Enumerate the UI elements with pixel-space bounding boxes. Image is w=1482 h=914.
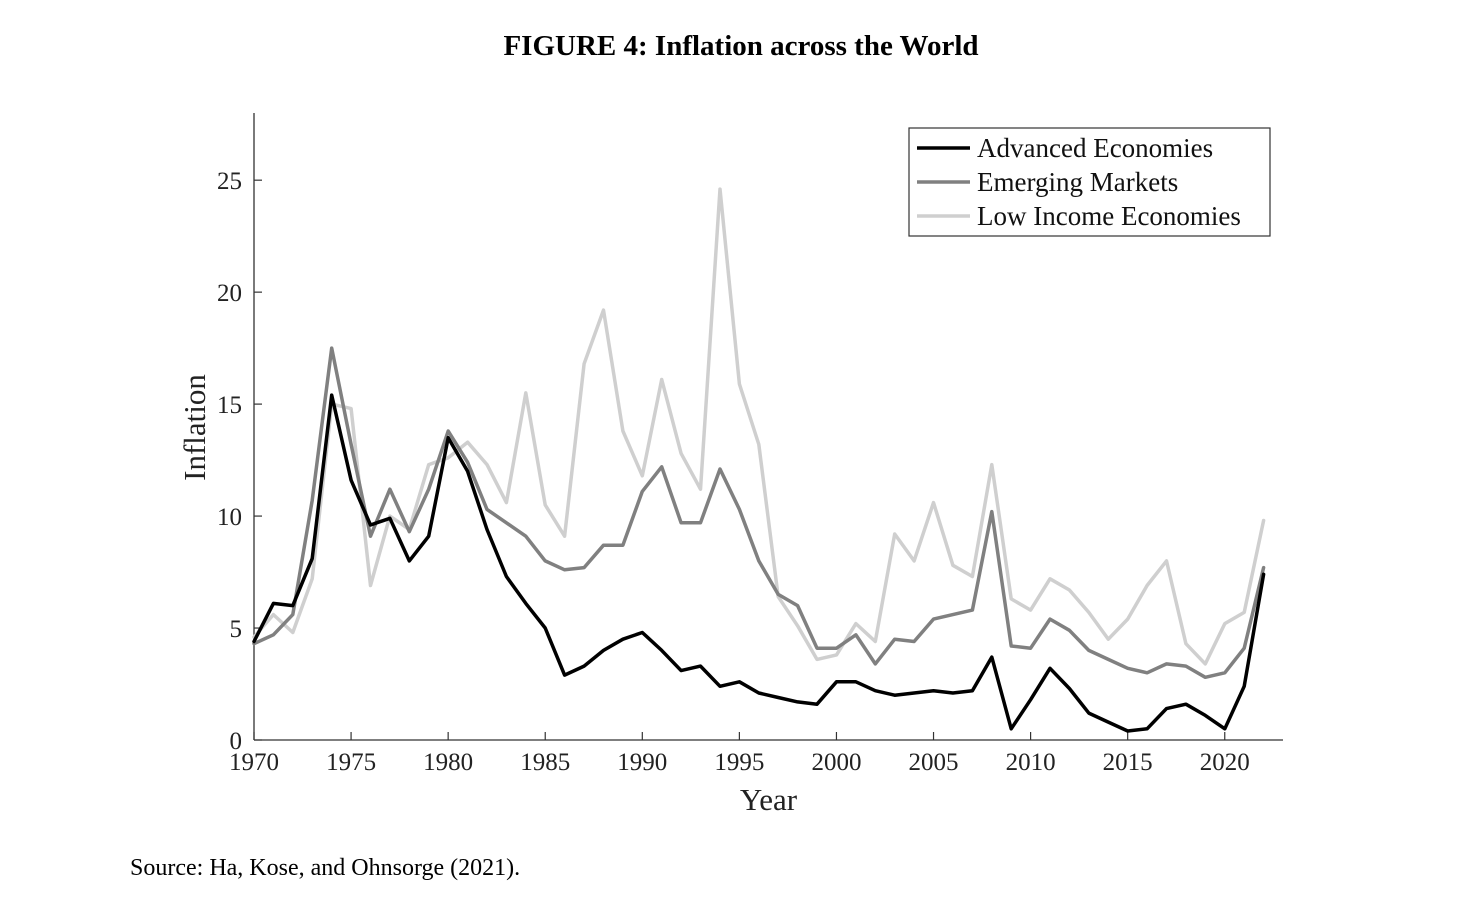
legend-label-advanced-economies: Advanced Economies (977, 133, 1213, 163)
figure-title: FIGURE 4: Inflation across the World (503, 30, 979, 62)
y-tick-label: 0 (230, 728, 243, 755)
y-tick-label: 15 (217, 392, 242, 419)
x-tick-label: 1985 (520, 749, 570, 776)
legend-label-emerging-markets: Emerging Markets (977, 167, 1178, 197)
x-tick-label: 2005 (909, 749, 959, 776)
x-tick-label: 1970 (229, 749, 279, 776)
x-tick-label: 1990 (617, 749, 667, 776)
x-tick-label: 1980 (423, 749, 473, 776)
series-line-low-income-economies (252, 187, 1266, 666)
y-tick-label: 10 (217, 504, 242, 531)
x-tick-label: 2015 (1103, 749, 1153, 776)
x-tick-label: 2020 (1200, 749, 1250, 776)
x-tick-label: 2010 (1006, 749, 1056, 776)
chart-series-lines (252, 187, 1266, 733)
source-note: Source: Ha, Kose, and Ohnsorge (2021). (130, 855, 521, 881)
chart-legend: Advanced Economies Emerging Markets Low In… (908, 127, 1271, 237)
x-tick-label: 2000 (811, 749, 861, 776)
x-axis-label: Year (740, 782, 798, 817)
series-line-emerging-markets (252, 346, 1266, 680)
series-line-advanced-economies (252, 393, 1266, 733)
x-tick-label: 1975 (326, 749, 376, 776)
x-tick-label: 1995 (714, 749, 764, 776)
y-tick-label: 20 (217, 280, 242, 307)
y-tick-label: 25 (217, 168, 242, 195)
legend-label-low-income-economies: Low Income Economies (977, 201, 1241, 231)
y-tick-label: 5 (230, 616, 243, 643)
chart-axes: 1970 1975 1980 1985 1990 1995 2000 2005 2010 2015… (177, 113, 1283, 817)
y-axis-label: Inflation (177, 374, 212, 481)
